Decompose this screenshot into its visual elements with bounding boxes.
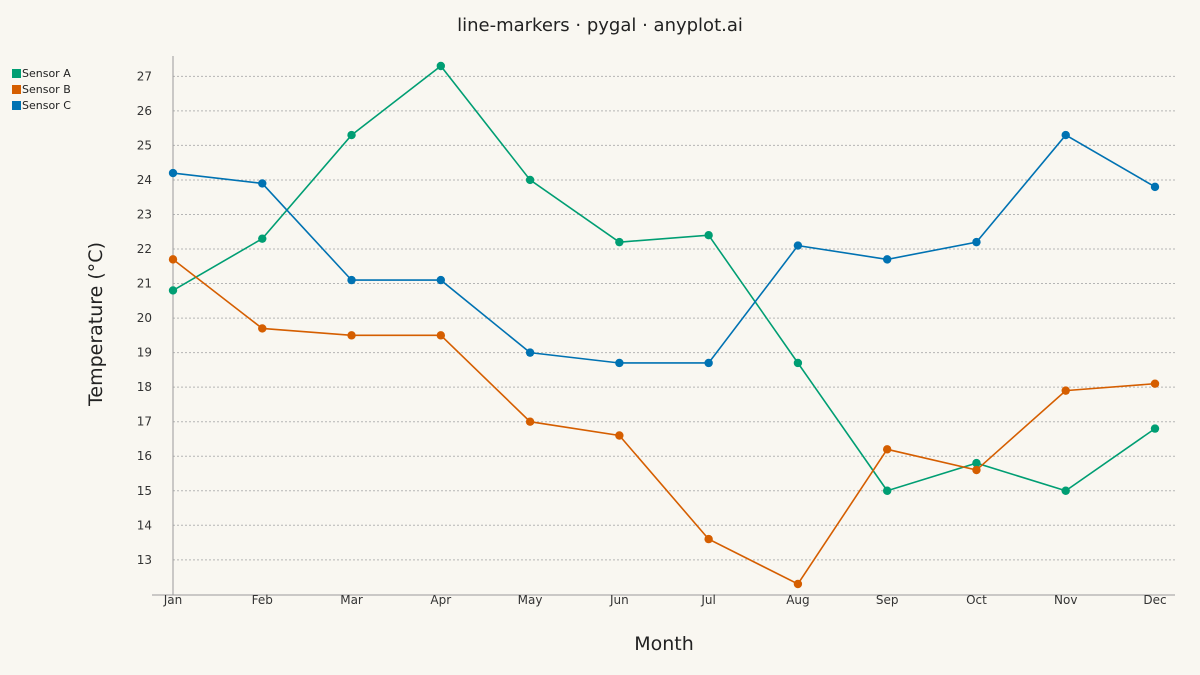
data-point-marker [1150,424,1160,433]
data-point-marker [972,237,981,247]
x-tick-label: Nov [1054,593,1077,607]
data-point-marker [436,331,446,340]
data-point-marker [168,168,178,178]
data-point-marker [525,417,535,426]
data-point-marker [793,358,803,368]
series-sensor-b [168,255,1160,589]
data-point-marker [347,331,356,340]
y-tick-label: 14 [137,518,152,532]
legend-label: Sensor B [22,83,71,96]
x-tick-label: Sep [876,593,899,607]
series-sensor-a [168,61,1160,495]
y-tick-label: 18 [137,380,152,394]
legend-label: Sensor C [22,99,71,112]
legend-swatch [12,69,21,78]
x-axis-title: Month [634,633,694,655]
legend-label: Sensor A [22,67,71,80]
y-tick-label: 25 [137,138,152,152]
legend: Sensor A Sensor B Sensor C [12,67,71,112]
data-point-marker [793,579,803,589]
data-point-marker [168,255,178,264]
data-point-marker [168,286,178,295]
x-tick-label: May [518,593,543,607]
data-point-marker [793,241,803,250]
data-point-marker [704,231,713,240]
data-point-marker [436,275,446,285]
data-point-marker [525,175,535,185]
data-point-marker [1150,379,1160,388]
data-point-marker [615,431,624,440]
chart-title: line-markers · pygal · anyplot.ai [457,15,743,36]
data-point-marker [615,237,624,247]
y-gridlines [173,75,1175,561]
data-point-marker [972,458,981,468]
y-tick-label: 22 [137,242,152,256]
data-point-marker [258,234,267,243]
x-tick-labels: Jan Feb Mar Apr May Jun Jul Aug Sep Oct Nov Dec [163,593,1167,607]
series-layer [168,61,1160,589]
legend-swatch [12,85,21,94]
y-tick-label: 16 [137,449,152,463]
data-point-marker [258,324,267,333]
y-tick-label: 13 [137,553,152,567]
data-point-marker [972,465,981,475]
data-point-marker [525,348,535,357]
data-point-marker [258,179,267,188]
x-tick-label: Jul [700,593,715,607]
series-line [172,64,1156,492]
y-tick-label: 17 [137,415,152,429]
data-point-marker [704,358,713,368]
data-point-marker [1061,486,1070,495]
legend-item: Sensor A [12,67,71,80]
data-point-marker [1061,386,1070,395]
data-point-marker [882,445,892,454]
x-tick-label: Apr [430,593,451,607]
series-line [172,134,1156,364]
data-point-marker [347,275,356,285]
y-tick-label: 20 [137,311,152,325]
legend-item: Sensor B [12,83,71,96]
y-tick-label: 19 [137,346,152,360]
x-tick-label: Oct [966,593,987,607]
y-axis-title: Temperature (°C) [85,242,107,407]
data-point-marker [347,130,356,140]
y-tick-labels: 13 14 15 16 17 18 19 20 21 22 23 24 25 26 27 [137,69,152,566]
x-tick-label: Feb [252,593,273,607]
data-point-marker [615,358,624,368]
legend-swatch [12,101,21,110]
data-point-marker [1150,182,1160,192]
x-tick-label: Jun [609,593,629,607]
series-line [172,258,1156,586]
x-tick-label: Dec [1143,593,1166,607]
legend-item: Sensor C [12,99,71,112]
y-tick-label: 21 [137,277,152,291]
x-tick-label: Mar [340,593,363,607]
y-tick-label: 26 [137,104,152,118]
y-tick-label: 27 [137,69,152,83]
y-tick-label: 24 [137,173,152,187]
y-tick-label: 23 [137,207,152,221]
data-point-marker [704,534,713,544]
data-point-marker [882,255,892,264]
y-tick-label: 15 [137,484,152,498]
x-tick-label: Aug [786,593,809,607]
data-point-marker [1061,130,1070,140]
x-tick-label: Jan [163,593,183,607]
data-point-marker [436,61,446,71]
data-point-marker [882,486,892,495]
series-sensor-c [168,130,1160,368]
